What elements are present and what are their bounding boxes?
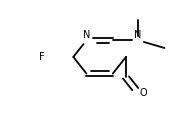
Text: N: N (83, 30, 90, 40)
Text: N: N (134, 30, 142, 40)
Text: O: O (140, 88, 147, 98)
Text: F: F (39, 52, 44, 62)
